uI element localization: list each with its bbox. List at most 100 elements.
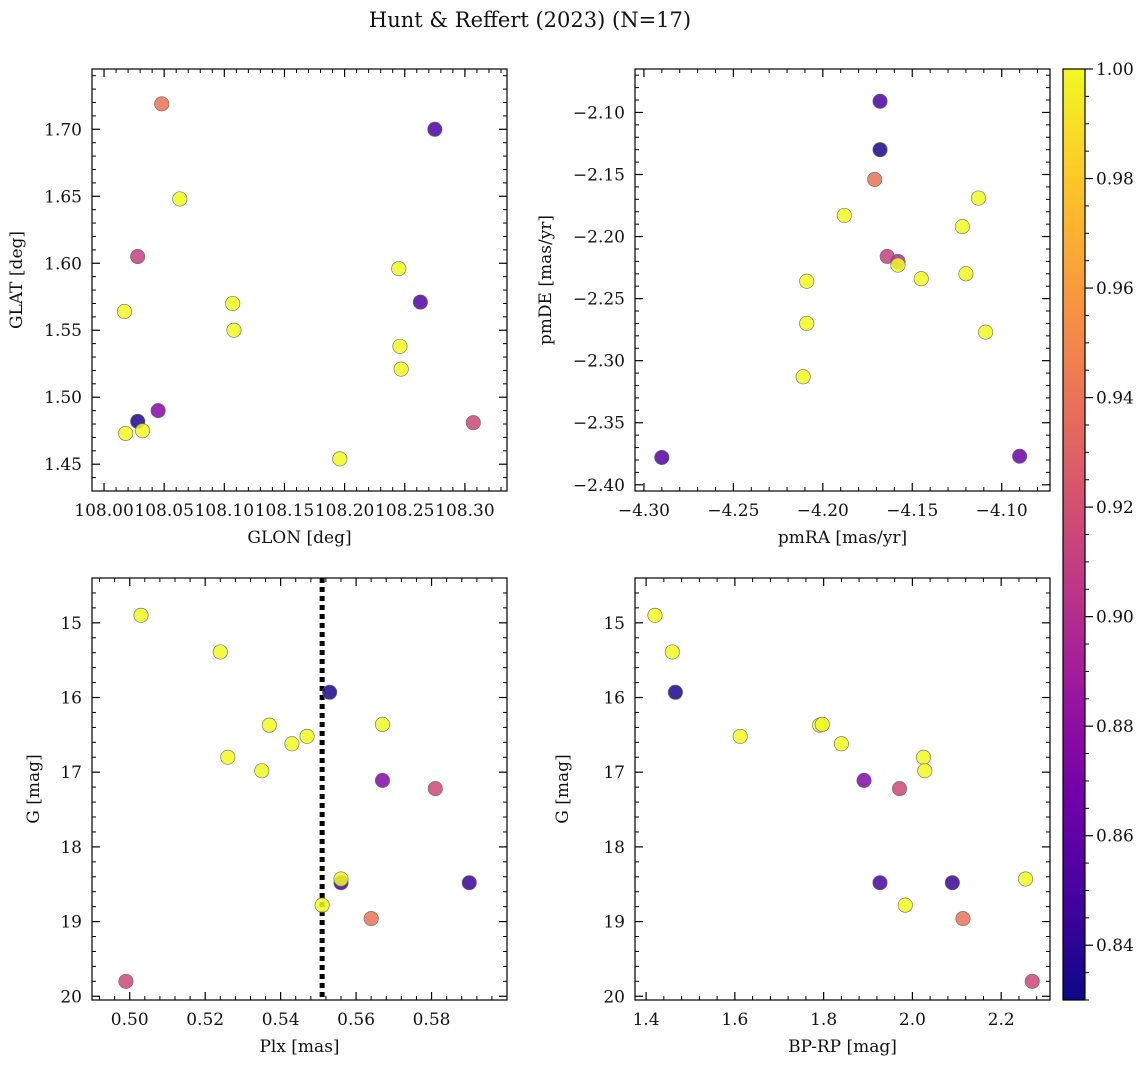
axes-frame [91,577,508,1001]
scatter-point [955,911,971,927]
x-tick-label: 1.8 [810,1010,837,1030]
x-tick-label: 2.2 [988,1010,1015,1030]
y-tick-label: −2.10 [573,103,625,123]
colorbar: 0.84 0.86 0.88 0.90 0.92 0.94 0.96 0.98 1.00 [1062,60,1134,1001]
x-tick-label: −4.15 [886,501,938,521]
y-tick-label: 20 [60,987,82,1007]
y-axis-label: G [mag] [24,754,44,823]
panel-plx-g: 0.50 0.52 0.54 0.56 0.58 15 16 17 18 19 20 Plx [mas… [24,577,508,1057]
y-tick-label: 1.70 [44,120,82,140]
y-axis-label: G [mag] [553,754,573,823]
x-axis-label: GLON [deg] [247,528,351,548]
y-tick-label: −2.40 [573,476,625,496]
x-tick-label: 0.50 [111,1010,149,1030]
scatter-point [212,644,228,660]
y-tick-label: 1.60 [44,254,82,274]
scatter-point [154,96,170,112]
y-tick-label: 16 [603,689,625,709]
scatter-point [393,361,409,377]
y-tick-label: 1.50 [44,388,82,408]
y-tick-label: −2.20 [573,228,625,248]
scatter-point [799,273,815,289]
scatter-point [958,266,974,282]
x-axis-label: BP-RP [mag] [788,1037,897,1057]
x-tick-label: 108.25 [375,501,434,521]
scatter-point [116,303,132,319]
scatter-point [465,415,481,431]
scatter-point [254,763,270,779]
x-axis-label: Plx [mas] [259,1037,339,1057]
scatter-point [799,315,815,331]
y-tick-label: 18 [603,838,625,858]
x-tick-label: 108.10 [195,501,254,521]
y-tick-label: −2.35 [573,414,625,434]
scatter-point [1024,973,1040,989]
scatter-point [944,875,960,891]
scatter-point [654,449,670,465]
scatter-point [220,749,236,765]
scatter-point [867,171,883,187]
y-tick-label: −2.25 [573,290,625,310]
y-tick-label: 18 [60,838,82,858]
scatter-point [391,261,407,277]
scatter-point [897,897,913,913]
scatter-point [225,295,241,311]
scatter-point [374,716,390,732]
panel-bprp-g: 1.4 1.6 1.8 2.0 2.2 15 16 17 18 19 20 BP-RP [mag] G … [553,577,1051,1057]
y-tick-label: 15 [60,614,82,634]
scatter-point [795,369,811,385]
axes-frame [634,577,1051,1001]
x-tick-label: 0.56 [337,1010,375,1030]
scatter-point [814,716,830,732]
scatter-point [913,271,929,287]
scatter-point [872,875,888,891]
x-tick-label: 0.52 [186,1010,224,1030]
scatter-point [374,772,390,788]
y-tick-label: 17 [60,763,82,783]
colorbar-tick-label: 0.90 [1096,608,1134,628]
scatter-point [412,294,428,310]
colorbar-tick-label: 0.98 [1096,170,1134,190]
scatter-point [363,911,379,927]
panel-pmra-pmde: −4.30 −4.25 −4.20 −4.15 −4.10 −2.40 −2.35 −2.30… [536,68,1051,548]
x-tick-label: −4.10 [976,501,1028,521]
scatter-point [322,684,338,700]
x-tick-label: 108.20 [315,501,374,521]
scatter-point [916,749,932,765]
scatter-point [978,324,994,340]
x-axis-label: pmRA [mas/yr] [778,528,907,548]
x-tick-label: −4.25 [707,501,759,521]
scatter-point [299,728,315,744]
colorbar-tick-label: 0.92 [1096,498,1134,518]
scatter-point [970,190,986,206]
axes-frame [634,68,1051,492]
scatter-point [917,763,933,779]
y-tick-label: 19 [603,913,625,933]
figure-title: Hunt & Reffert (2023) (N=17) [369,8,691,32]
scatter-point [427,121,443,137]
x-tick-label: 0.54 [262,1010,300,1030]
scatter-point [150,403,166,419]
colorbar-tick-label: 0.88 [1096,717,1134,737]
y-tick-label: −2.15 [573,166,625,186]
scatter-point [954,219,970,235]
colorbar-tick-label: 0.96 [1096,279,1134,299]
scatter-point [664,644,680,660]
y-tick-label: 17 [603,763,625,783]
scatter-point [172,191,188,207]
colorbar-gradient [1062,68,1086,1001]
colorbar-tick-label: 0.84 [1096,936,1134,956]
y-tick-label: 16 [60,689,82,709]
y-tick-label: 20 [603,987,625,1007]
y-tick-label: −2.30 [573,352,625,372]
x-tick-label: 0.58 [413,1010,451,1030]
x-tick-label: 1.4 [633,1010,660,1030]
x-tick-label: −4.30 [618,501,670,521]
scatter-point [332,451,348,467]
scatter-point [427,781,443,797]
scatter-point [130,249,146,265]
scatter-point [647,607,663,623]
scatter-point [856,772,872,788]
panel-glon-glat: 108.00 108.05 108.10 108.15 108.20 108.25 108.… [7,68,508,548]
